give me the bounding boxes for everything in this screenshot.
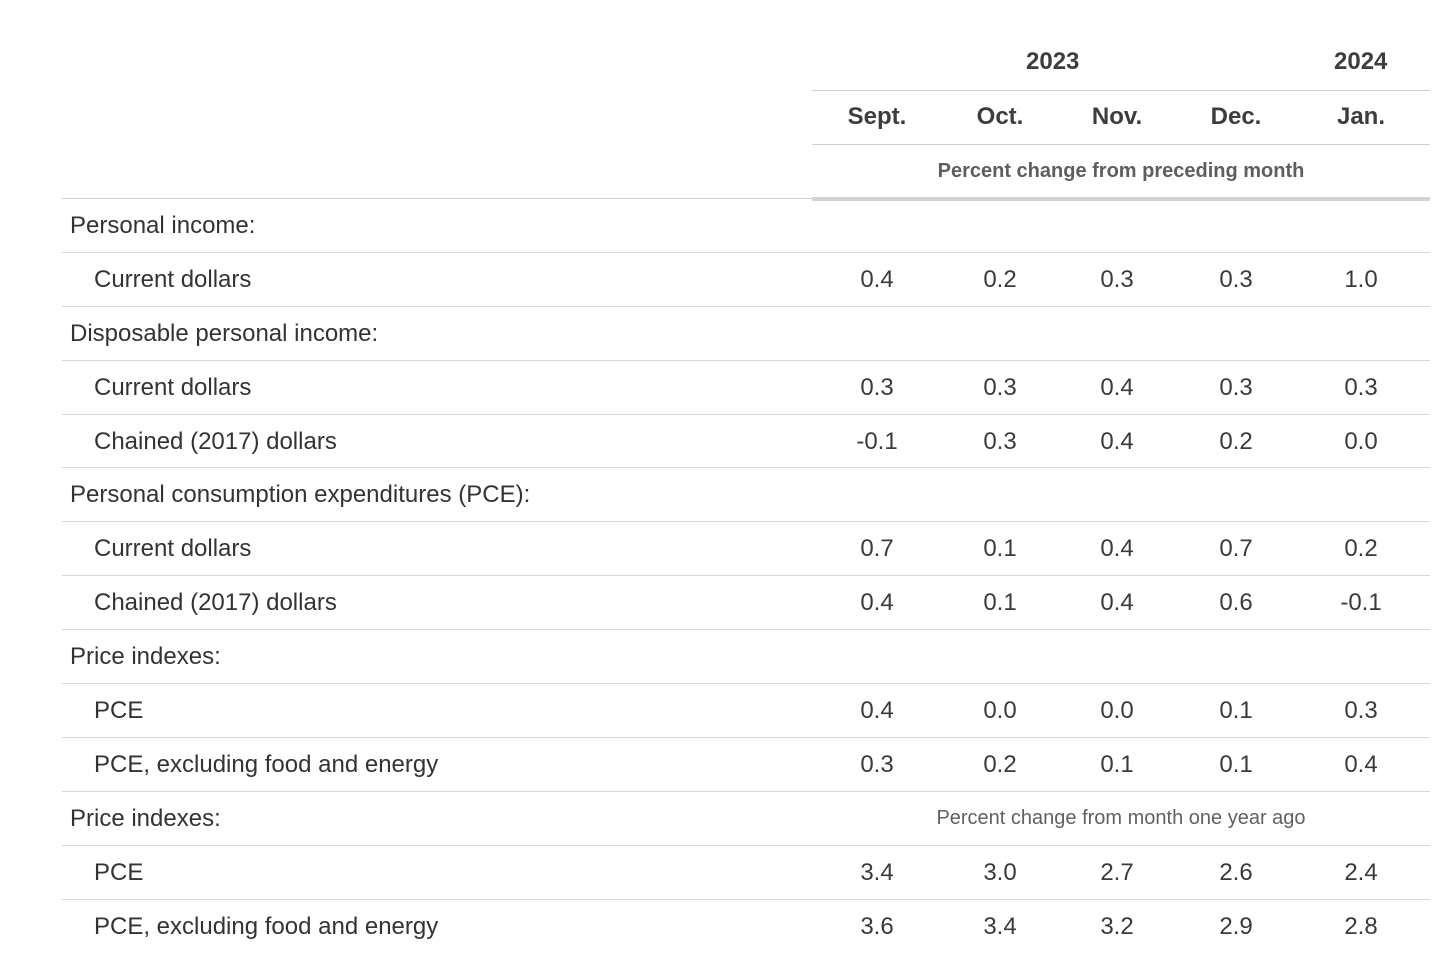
table-cell: 3.4 <box>983 912 1017 940</box>
table-cell: 0.2 <box>1219 427 1253 455</box>
table-cell: 2.6 <box>1219 858 1253 886</box>
table-row: PCE, excluding food and energy 3.6 3.4 3.2 2… <box>62 900 1430 954</box>
row-label: PCE <box>94 697 144 725</box>
table-cell: 0.1 <box>1219 750 1253 778</box>
table-cell: 0.4 <box>1100 589 1134 617</box>
table-cell: 0.1 <box>1219 697 1253 725</box>
header-note: Percent change from preceding month <box>812 145 1430 201</box>
table-cell: 0.3 <box>1344 373 1378 401</box>
month-header: Oct. <box>976 103 1024 130</box>
row-label: Price indexes: <box>70 643 221 671</box>
month-header-row: Sept. Oct. Nov. Dec. Jan. <box>812 91 1430 145</box>
table-cell: 0.0 <box>1344 427 1378 455</box>
row-label: Personal consumption expenditures (PCE): <box>70 481 531 509</box>
table-cell: 0.4 <box>1100 373 1134 401</box>
table-cell: 0.3 <box>860 750 894 778</box>
table-cell: 3.6 <box>860 912 894 940</box>
table-cell: 0.0 <box>983 697 1017 725</box>
table-cell: 2.9 <box>1219 912 1253 940</box>
table-row: Current dollars 0.4 0.2 0.3 0.3 1.0 <box>62 253 1430 307</box>
section-row: Personal consumption expenditures (PCE): <box>62 468 1430 523</box>
section-note: Percent change from month one year ago <box>936 806 1306 829</box>
table-cell: 0.4 <box>860 265 894 293</box>
table-cell: 0.2 <box>983 750 1017 778</box>
section-row: Personal income: <box>62 199 1430 253</box>
row-label: Current dollars <box>94 265 252 293</box>
table-body: Personal income: Current dollars 0.4 0.2 0.3… <box>62 199 1430 953</box>
table-row: PCE 0.4 0.0 0.0 0.1 0.3 <box>62 684 1430 738</box>
row-label: Current dollars <box>94 535 252 563</box>
table-cell: 3.0 <box>983 858 1017 886</box>
table-cell: 0.2 <box>1344 535 1378 563</box>
table-cell: 0.1 <box>983 589 1017 617</box>
table-cell: 1.0 <box>1344 265 1378 293</box>
row-label: Chained (2017) dollars <box>94 589 337 617</box>
table-cell: 0.4 <box>1344 750 1378 778</box>
section-row: Price indexes: <box>62 630 1430 685</box>
table-cell: -0.1 <box>1340 589 1382 617</box>
table-top-border <box>62 198 1430 199</box>
table-cell: 0.3 <box>983 427 1017 455</box>
table-row: Chained (2017) dollars 0.4 0.1 0.4 0.6 -0.1 <box>62 576 1430 631</box>
table-cell: 0.3 <box>983 373 1017 401</box>
table-cell: 0.4 <box>860 589 894 617</box>
table-cell: 0.3 <box>860 373 894 401</box>
table-cell: 2.7 <box>1100 858 1134 886</box>
table-cell: -0.1 <box>856 427 898 455</box>
table-cell: 3.2 <box>1100 912 1134 940</box>
table-cell: 0.4 <box>860 697 894 725</box>
table-cell: 0.2 <box>983 265 1017 293</box>
table-cell: 0.7 <box>1219 535 1253 563</box>
table-cell: 0.7 <box>860 535 894 563</box>
table-cell: 0.1 <box>1100 750 1134 778</box>
row-label: Price indexes: <box>70 804 221 832</box>
table-cell: 0.0 <box>1100 697 1134 725</box>
table-row: Chained (2017) dollars -0.1 0.3 0.4 0.2 0.0 <box>62 415 1430 469</box>
month-header: Sept. <box>847 103 907 130</box>
table-cell: 0.3 <box>1219 373 1253 401</box>
year-2024: 2024 <box>1334 48 1388 75</box>
section-row: Price indexes: Percent change from month … <box>62 792 1430 846</box>
row-label: Disposable personal income: <box>70 319 379 347</box>
row-label: PCE, excluding food and energy <box>94 750 439 778</box>
table-cell: 2.8 <box>1344 912 1378 940</box>
row-label: Current dollars <box>94 373 252 401</box>
table-cell: 0.4 <box>1100 535 1134 563</box>
table-row: PCE, excluding food and energy 0.3 0.2 0.1 0… <box>62 738 1430 792</box>
table-cell: 0.4 <box>1100 427 1134 455</box>
row-label: Chained (2017) dollars <box>94 427 337 455</box>
table-cell: 0.3 <box>1219 265 1253 293</box>
table-row: PCE 3.4 3.0 2.7 2.6 2.4 <box>62 846 1430 900</box>
row-label: Personal income: <box>70 212 256 239</box>
table-row: Current dollars 0.7 0.1 0.4 0.7 0.2 <box>62 522 1430 577</box>
table-cell: 0.3 <box>1344 697 1378 725</box>
row-label: PCE <box>94 858 144 886</box>
month-header: Nov. <box>1091 103 1143 130</box>
table-cell: 0.6 <box>1219 589 1253 617</box>
year-header-row: 2023 2024 <box>812 36 1430 91</box>
section-row: Disposable personal income: <box>62 307 1430 361</box>
row-label: PCE, excluding food and energy <box>94 912 439 940</box>
month-header: Jan. <box>1336 103 1386 130</box>
year-2023: 2023 <box>1026 48 1080 75</box>
table-cell: 2.4 <box>1344 858 1378 886</box>
table-cell: 0.3 <box>1100 265 1134 293</box>
table-cell: 0.1 <box>983 535 1017 563</box>
table-cell: 3.4 <box>860 858 894 886</box>
month-header: Dec. <box>1210 103 1262 130</box>
table-row: Current dollars 0.3 0.3 0.4 0.3 0.3 <box>62 361 1430 415</box>
